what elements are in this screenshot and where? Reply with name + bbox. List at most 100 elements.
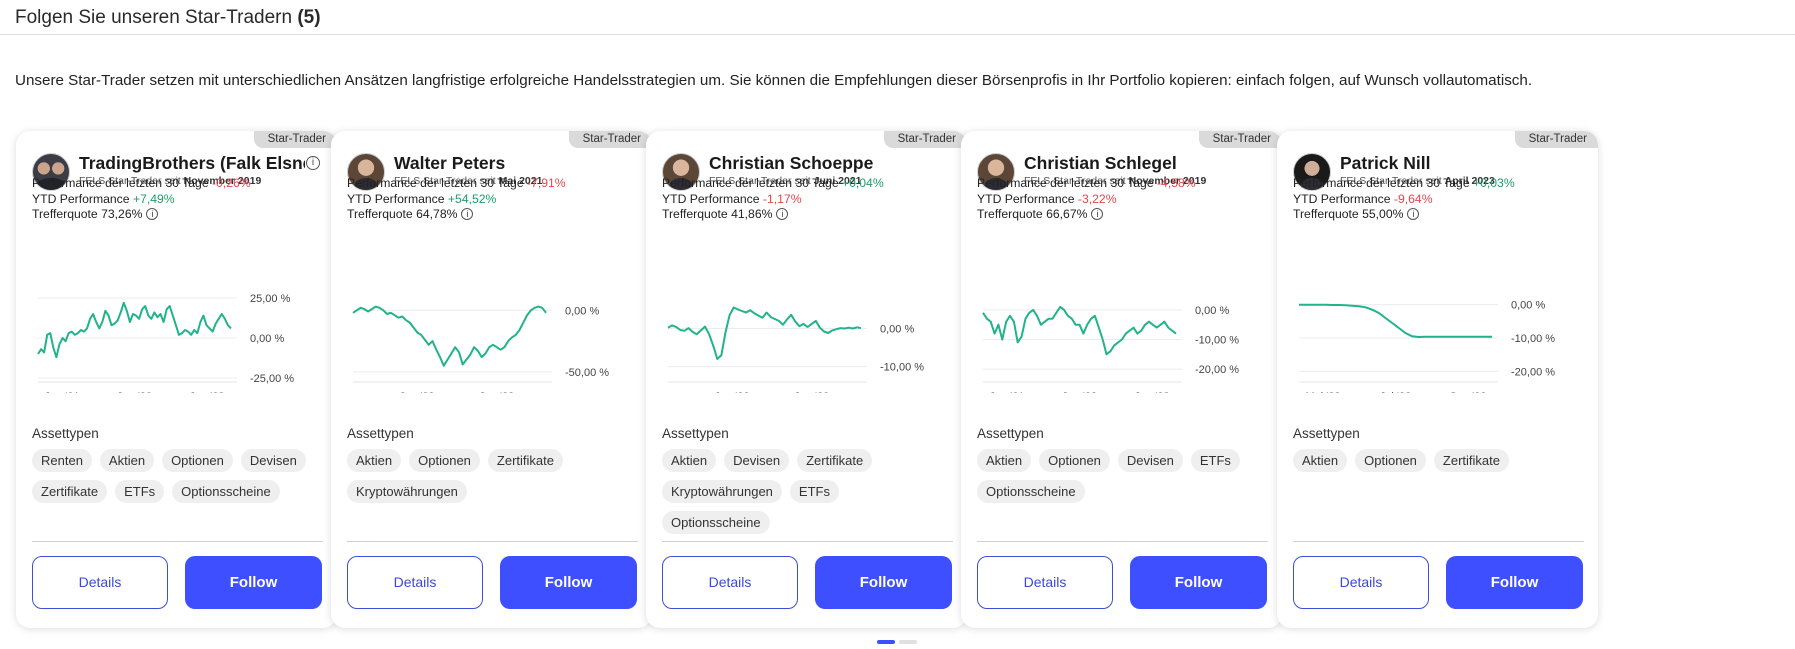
asset-chip: Optionsscheine [662,511,770,534]
asset-chip: Aktien [662,449,717,472]
follow-button[interactable]: Follow [1130,556,1267,609]
asset-chip: ETFs [789,480,839,503]
follow-button[interactable]: Follow [500,556,637,609]
info-icon[interactable]: i [146,208,159,220]
chart-y-tick-label: 0,00 % [565,305,599,317]
details-button[interactable]: Details [1293,556,1429,609]
asset-chip-list: Aktien Optionen Zertifikate Kryptowährungen [347,449,637,503]
pager-dot-2[interactable] [899,640,917,644]
stat-hitrate: Trefferquote 64,78% i [347,207,474,221]
performance-chart: 0,00 % -10,00 % -20,00 % Jan '21 Jan '22 Jan … [982,305,1239,393]
trader-count: (5) [297,7,321,28]
carousel-pager[interactable] [877,640,917,644]
divider [1293,541,1584,542]
page-title: Folgen Sie unseren Star-Tradern (5) [15,7,321,28]
trader-avatar [32,153,70,191]
chart-x-tick-label: Jan '23 [794,391,829,393]
ytd-value: +54,52% [447,192,497,206]
hitrate-value: 55,00% [1362,207,1404,221]
chart-y-tick-label: -20,00 % [1511,366,1555,378]
divider [662,541,953,542]
trader-avatar [1293,153,1331,191]
asset-chip: Devisen [240,449,306,472]
asset-chip: ETFs [115,480,165,503]
stat-perf30: Performance der letzten 30 Tage -4,58% [977,176,1196,190]
asset-chip-list: Renten Aktien Optionen Devisen Zertifikate ET… [32,449,322,503]
chart-y-tick-label: 0,00 % [1195,305,1229,317]
follow-button[interactable]: Follow [185,556,322,609]
pager-dot-1[interactable] [877,640,895,644]
asset-chip: Zertifikate [797,449,873,472]
assettypes-heading: Assettypen [662,426,729,441]
perf30-value: +0,04% [842,176,884,190]
chart-y-tick-label: -20,00 % [1195,364,1239,376]
chart-x-tick-label: Jan '23 [189,391,224,393]
chart-x-tick-label: Jan '23 [479,391,514,393]
chart-series-line [1299,303,1492,338]
perf30-value: -4,58% [1157,176,1196,190]
divider [32,541,323,542]
chart-y-tick-label: -10,00 % [1195,334,1239,346]
trader-card: Star-Trader Christian Schoeppe FELS Star… [646,131,967,628]
trader-avatar [662,153,700,191]
info-icon[interactable]: i [1091,208,1104,220]
page-header: Folgen Sie unseren Star-Tradern (5) [0,0,1795,35]
chart-series-line [982,305,1177,356]
trader-card: Star-Trader Patrick Nill FELS Star-Trade… [1277,131,1598,628]
asset-chip: Optionsscheine [172,480,280,503]
chart-x-tick-label: Mai '23 [1305,391,1340,393]
stat-ytd: YTD Performance -3,22% [977,192,1117,206]
trader-name[interactable]: Walter Peters [394,153,506,173]
info-icon[interactable]: i [306,156,320,170]
performance-chart: 0,00 % -50,00 % Jan '22 Jan '23 [352,305,609,393]
hitrate-value: 41,86% [731,207,773,221]
stat-ytd: YTD Performance -1,17% [662,192,802,206]
trader-name[interactable]: Christian Schlegel [1024,153,1177,173]
info-icon[interactable]: i [776,208,789,220]
performance-chart: 25,00 % 0,00 % -25,00 % Jan '21 Jan '22 Jan '… [37,293,294,393]
assettypes-heading: Assettypen [32,426,99,441]
performance-chart: 0,00 % -10,00 % Jan '22 Jan '23 [667,306,924,393]
chart-y-tick-label: -10,00 % [1511,333,1555,345]
star-trader-badge: Star-Trader [1198,131,1282,148]
follow-button[interactable]: Follow [1446,556,1583,609]
trader-name[interactable]: Christian Schoeppe [709,153,874,173]
star-trader-badge: Star-Trader [253,131,337,148]
asset-chip: Zertifikate [32,480,108,503]
chart-y-tick-label: 0,00 % [250,333,284,345]
assettypes-heading: Assettypen [347,426,414,441]
chart-x-tick-label: Jan '21 [989,391,1024,393]
asset-chip-list: Aktien Optionen Devisen ETFs Optionsscheine [977,449,1267,503]
trader-avatar [977,153,1015,191]
chart-y-tick-label: 25,00 % [250,293,291,305]
details-button[interactable]: Details [662,556,798,609]
ytd-value: -9,64% [1393,192,1433,206]
asset-chip: Kryptowährungen [662,480,782,503]
info-icon[interactable]: i [1407,208,1420,220]
trader-name[interactable]: TradingBrothers (Falk Elsne... [79,153,305,173]
assettypes-heading: Assettypen [977,426,1044,441]
chart-series-line [37,301,232,359]
divider [347,541,638,542]
trader-name[interactable]: Patrick Nill [1340,153,1431,173]
asset-chip: Optionsscheine [977,480,1085,503]
asset-chip-list: Aktien Optionen Zertifikate [1293,449,1583,472]
follow-button[interactable]: Follow [815,556,952,609]
stat-hitrate: Trefferquote 73,26% i [32,207,159,221]
chart-x-tick-label: Jul '23 [1380,391,1411,393]
asset-chip: Zertifikate [487,449,563,472]
chart-y-tick-label: -10,00 % [880,362,924,374]
stat-hitrate: Trefferquote 55,00% i [1293,207,1420,221]
stat-ytd: YTD Performance +54,52% [347,192,497,206]
details-button[interactable]: Details [32,556,168,609]
info-icon[interactable]: i [461,208,474,220]
details-button[interactable]: Details [977,556,1113,609]
asset-chip: Optionen [409,449,480,472]
stat-perf30: Performance der letzten 30 Tage -0,26% [32,176,251,190]
trader-since: FELS Star-Trader seit Mai 2021 [394,175,543,187]
chart-x-tick-label: Sep '23 [1450,391,1487,393]
stat-ytd: YTD Performance +7,49% [32,192,175,206]
asset-chip: Aktien [977,449,1032,472]
details-button[interactable]: Details [347,556,483,609]
chart-x-tick-label: Jan '22 [117,391,152,393]
